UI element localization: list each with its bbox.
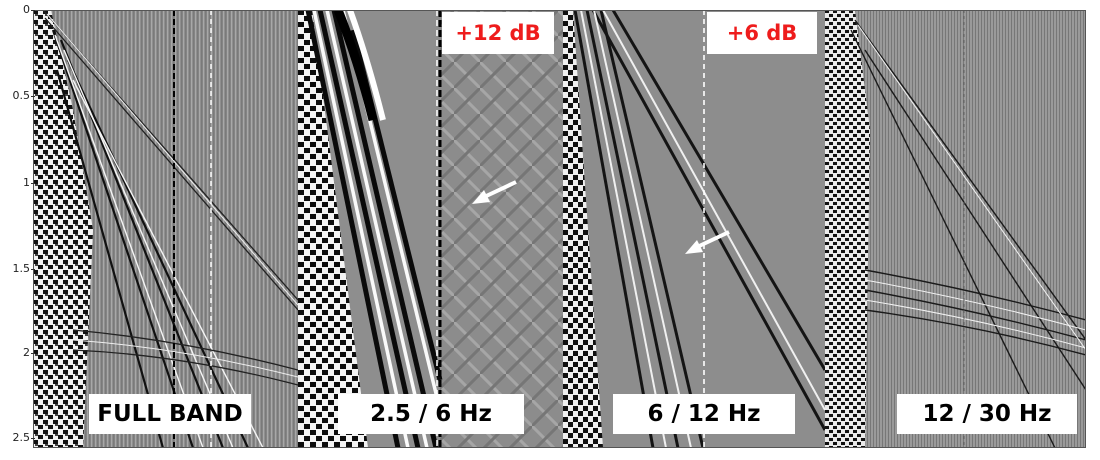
y-tick — [31, 438, 35, 439]
gain-label-plus-12db: +12 dB — [442, 12, 554, 54]
panel-label-12-30hz: 12 / 30 Hz — [897, 394, 1077, 434]
seismic-gather — [563, 10, 825, 448]
y-tick — [31, 353, 35, 354]
y-tick — [31, 269, 35, 270]
seismic-panel-2-5-6hz: +12 dB 2.5 / 6 Hz — [298, 10, 563, 448]
seismic-gather — [33, 10, 298, 448]
panel-label-2-5-6hz: 2.5 / 6 Hz — [338, 394, 524, 434]
gain-label-plus-6db: +6 dB — [707, 12, 817, 54]
seismic-panel-full-band: FULL BAND — [33, 10, 298, 448]
y-tick — [31, 96, 35, 97]
y-tick-label: 0 — [23, 3, 30, 16]
seismic-panel-6-12hz: +6 dB 6 / 12 Hz — [563, 10, 825, 448]
y-tick-label: 2 — [23, 346, 30, 359]
y-tick-label: 0.5 — [12, 89, 31, 102]
y-tick-label: 2.5 — [12, 431, 31, 444]
y-tick-label: 1 — [23, 176, 30, 189]
y-tick — [31, 183, 35, 184]
seismic-gather — [825, 10, 1086, 448]
y-tick — [31, 10, 35, 11]
arrow-annotation-icon — [685, 230, 730, 254]
seismic-panel-12-30hz: 12 / 30 Hz — [825, 10, 1086, 448]
y-tick-label: 1.5 — [12, 262, 31, 275]
panel-label-full-band: FULL BAND — [89, 394, 251, 434]
panel-label-6-12hz: 6 / 12 Hz — [613, 394, 795, 434]
arrow-annotation-icon — [472, 180, 517, 204]
seismic-gather — [298, 10, 563, 448]
